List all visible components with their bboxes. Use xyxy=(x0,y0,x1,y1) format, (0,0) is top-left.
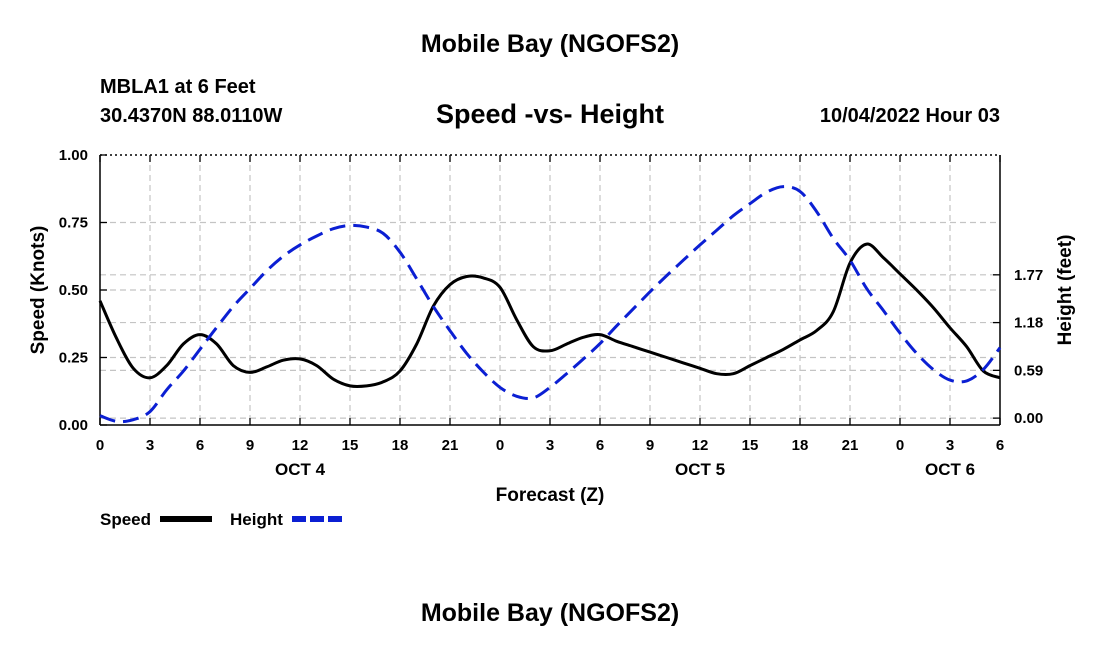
y-tick-label: 1.00 xyxy=(59,147,88,164)
station-coords: 30.4370N 88.0110W xyxy=(100,105,283,127)
footer-title: Mobile Bay (NGOFS2) xyxy=(420,599,680,627)
x-tick-label: 12 xyxy=(692,437,709,454)
y2-axis-title: Height (feet) xyxy=(1055,235,1076,346)
y-tick-label: 0.00 xyxy=(59,417,88,434)
x-tick-label: 15 xyxy=(742,437,759,454)
y2-tick-label: 1.77 xyxy=(1014,267,1043,284)
y2-tick-label: 1.18 xyxy=(1014,315,1043,332)
legend-label-height: Height xyxy=(230,510,283,529)
chart-datetime: 10/04/2022 Hour 03 xyxy=(819,105,1000,127)
y-tick-label: 0.50 xyxy=(59,282,88,299)
x-tick-label: 15 xyxy=(342,437,359,454)
series-speed-line xyxy=(98,242,1001,389)
y2-tick-label: 0.59 xyxy=(1014,362,1043,379)
x-tick-label: 6 xyxy=(596,437,604,454)
station-name: MBLA1 at 6 Feet xyxy=(100,76,256,98)
x-tick-label: 3 xyxy=(946,437,954,454)
x-tick-label: 12 xyxy=(292,437,309,454)
x-axis-title: Forecast (Z) xyxy=(496,485,605,506)
x-tick-label: 0 xyxy=(496,437,504,454)
x-tick-label: 21 xyxy=(842,437,859,454)
y2-tick-label: 0.00 xyxy=(1014,410,1043,427)
x-tick-label: 9 xyxy=(646,437,654,454)
x-tick-label: 3 xyxy=(146,437,154,454)
x-tick-label: 18 xyxy=(392,437,409,454)
legend-label-speed: Speed xyxy=(100,510,151,529)
x-tick-label: 3 xyxy=(546,437,554,454)
main-title: Mobile Bay (NGOFS2) xyxy=(420,30,680,58)
x-tick-label: 6 xyxy=(196,437,204,454)
y-tick-label: 0.75 xyxy=(59,215,88,232)
y-axis-title: Speed (Knots) xyxy=(28,226,49,355)
x-tick-label: 9 xyxy=(246,437,254,454)
chart-title: Speed -vs- Height xyxy=(435,99,665,129)
y-tick-label: 0.25 xyxy=(59,350,88,367)
x-tick-label: 18 xyxy=(792,437,809,454)
x-tick-label: 0 xyxy=(96,437,104,454)
x-tick-label: 6 xyxy=(996,437,1004,454)
day-label: OCT 4 xyxy=(275,460,326,479)
x-tick-label: 0 xyxy=(896,437,904,454)
day-label: OCT 6 xyxy=(925,460,975,479)
x-tick-label: 21 xyxy=(442,437,459,454)
day-label: OCT 5 xyxy=(675,460,725,479)
